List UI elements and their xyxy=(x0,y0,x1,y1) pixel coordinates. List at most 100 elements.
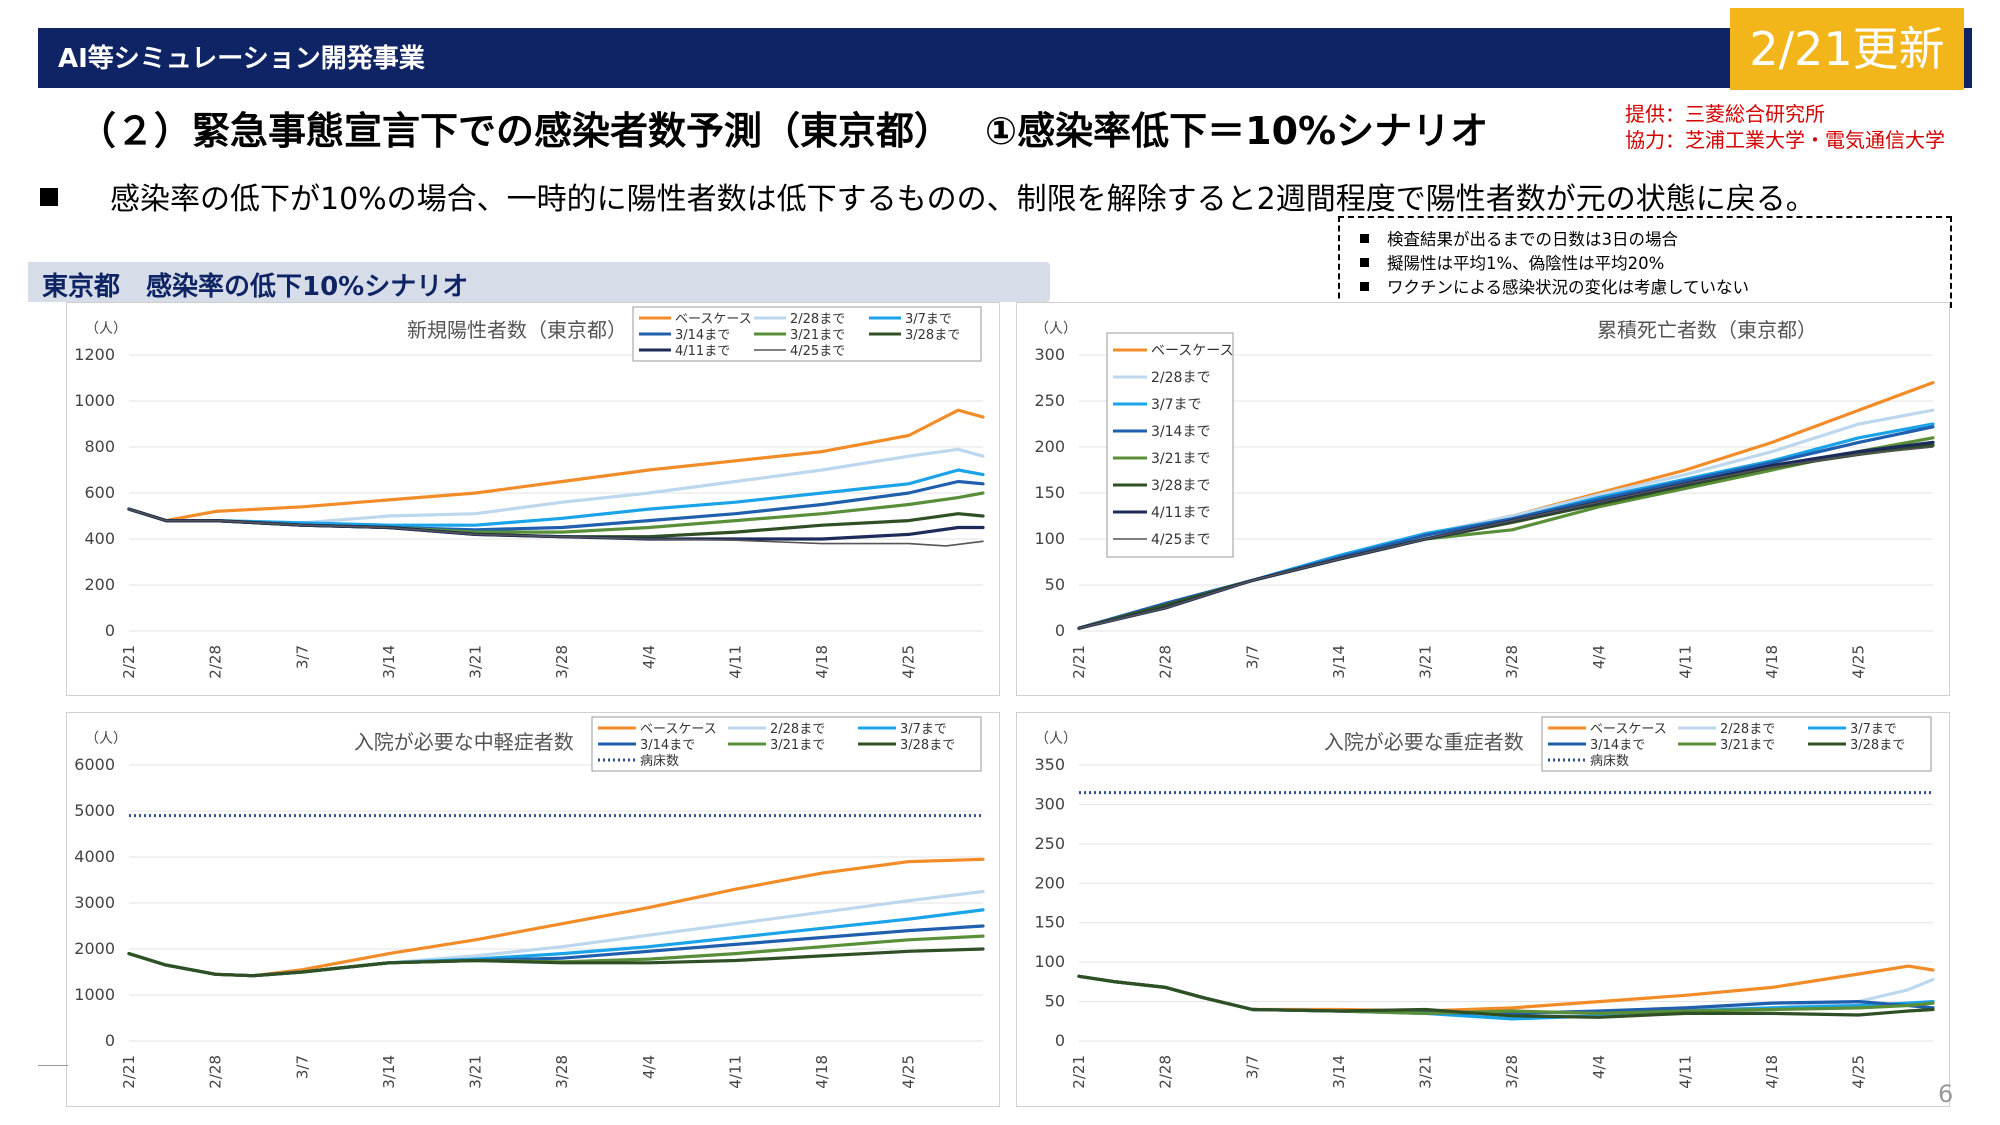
x-tick-label: 2/21 xyxy=(1070,1055,1088,1089)
y-tick-label: 800 xyxy=(84,437,115,456)
page-subtitle: ①感染率低下＝10%シナリオ xyxy=(985,109,1489,153)
x-tick-label: 2/28 xyxy=(207,645,225,679)
legend-label-3-7まで: 3/7まで xyxy=(1151,397,1202,413)
x-tick-label: 2/21 xyxy=(120,645,138,679)
x-tick-label: 4/11 xyxy=(726,1055,744,1089)
y-tick-label: 150 xyxy=(1034,913,1065,932)
x-tick-label: 4/11 xyxy=(1676,1055,1694,1089)
series-line-4-25まで xyxy=(128,508,984,547)
bullet-square-icon xyxy=(1360,258,1369,267)
x-tick-label: 3/14 xyxy=(380,1055,398,1089)
x-tick-label: 3/28 xyxy=(553,1055,571,1089)
x-tick-label: 4/4 xyxy=(1590,1055,1608,1079)
y-tick-label: 350 xyxy=(1034,755,1065,774)
y-tick-label: 50 xyxy=(1045,992,1065,1011)
chart-new-positives: 0 200 400 600 800 1000 1200 （人） 2/21 2/28 3/7 3/14 3… xyxy=(66,302,1000,696)
y-tick-label: 6000 xyxy=(74,755,115,774)
x-tick-label: 4/18 xyxy=(1763,645,1781,679)
footer-rule xyxy=(38,1065,68,1066)
legend-label-ベースケース: ベースケース xyxy=(675,312,752,327)
x-tick-label: 4/25 xyxy=(900,645,918,679)
legend-label-4-25まで: 4/25まで xyxy=(1151,532,1210,548)
x-tick-label: 3/21 xyxy=(467,1055,485,1089)
x-tick-label: 3/14 xyxy=(380,645,398,679)
legend-label-3-7まで: 3/7まで xyxy=(900,722,947,737)
y-tick-label: 300 xyxy=(1034,794,1065,813)
note-item: ワクチンによる感染状況の変化は考慮していない xyxy=(1360,274,1749,298)
x-tick-label: 3/28 xyxy=(1503,1055,1521,1089)
x-tick-label: 2/21 xyxy=(1070,645,1088,679)
legend-label-病床数: 病床数 xyxy=(640,754,679,769)
summary-bullet: 感染率の低下が10%の場合、一時的に陽性者数は低下するものの、制限を解除すると2… xyxy=(40,174,1816,218)
series-line-3-14まで xyxy=(127,924,985,978)
y-tick-label: 0 xyxy=(105,1031,115,1050)
x-tick-label: 2/21 xyxy=(120,1055,138,1089)
x-tick-label: 4/11 xyxy=(1676,645,1694,679)
x-tick-label: 4/25 xyxy=(900,1055,918,1089)
legend-label-2-28まで: 2/28まで xyxy=(1151,370,1210,386)
y-unit-label: （人） xyxy=(85,321,127,337)
y-tick-label: 1200 xyxy=(74,345,115,364)
legend-label-病床数: 病床数 xyxy=(1590,754,1629,769)
y-tick-label: 4000 xyxy=(74,847,115,866)
legend-label-4-11まで: 4/11まで xyxy=(675,344,730,359)
bullet-square-icon xyxy=(1360,234,1369,243)
legend-label-4-11まで: 4/11まで xyxy=(1151,505,1210,521)
chart-title: 累積死亡者数（東京都） xyxy=(1597,318,1817,342)
y-tick-label: 600 xyxy=(84,483,115,502)
x-tick-label: 4/11 xyxy=(726,645,744,679)
legend-box xyxy=(1106,332,1234,558)
y-tick-label: 200 xyxy=(1034,437,1065,456)
section-label-text: 東京都 感染率の低下10%シナリオ xyxy=(42,272,469,302)
y-unit-label: （人） xyxy=(1035,321,1077,337)
legend-label-3-21まで: 3/21まで xyxy=(1720,738,1775,753)
x-tick-label: 2/28 xyxy=(207,1055,225,1089)
y-tick-label: 250 xyxy=(1034,834,1065,853)
header-banner xyxy=(38,28,1972,88)
series-line-4-25まで xyxy=(1078,446,1934,630)
legend-label-3-28まで: 3/28まで xyxy=(1850,738,1905,753)
y-tick-label: 0 xyxy=(1055,621,1065,640)
banner-title: AI等シミュレーション開発事業 xyxy=(58,44,425,74)
x-tick-label: 3/28 xyxy=(1503,645,1521,679)
y-tick-label: 100 xyxy=(1034,952,1065,971)
legend-label-3-14まで: 3/14まで xyxy=(640,738,695,753)
x-tick-label: 4/18 xyxy=(813,1055,831,1089)
y-tick-label: 0 xyxy=(105,621,115,640)
legend-label-3-7まで: 3/7まで xyxy=(1850,722,1897,737)
legend-label-ベースケース: ベースケース xyxy=(1151,343,1234,359)
chart-severe-inpatients: 0 50 100 150 200 250 300 350 （人） 2/21 2/28 3/7 3/14 3… xyxy=(1016,712,1950,1107)
legend-label-2-28まで: 2/28まで xyxy=(1720,722,1775,737)
y-tick-label: 100 xyxy=(1034,529,1065,548)
legend-label-ベースケース: ベースケース xyxy=(640,722,717,737)
y-tick-label: 250 xyxy=(1034,391,1065,410)
chart-title: 新規陽性者数（東京都） xyxy=(407,318,627,342)
chart-moderate-inpatients: 0 1000 2000 3000 4000 5000 6000 （人） 2/21 2/28 3/7 3… xyxy=(66,712,1000,1107)
legend-label-3-21まで: 3/21まで xyxy=(790,328,845,343)
x-tick-label: 4/4 xyxy=(640,1055,658,1079)
legend-label-3-7まで: 3/7まで xyxy=(905,312,952,327)
x-tick-label: 3/7 xyxy=(1243,1055,1261,1079)
legend-label-2-28まで: 2/28まで xyxy=(790,312,845,327)
x-tick-label: 3/21 xyxy=(1417,1055,1435,1089)
legend-label-3-14まで: 3/14まで xyxy=(1590,738,1645,753)
x-tick-label: 2/28 xyxy=(1157,1055,1175,1089)
x-tick-label: 3/7 xyxy=(293,1055,311,1079)
y-tick-label: 200 xyxy=(84,575,115,594)
x-tick-label: 3/14 xyxy=(1330,1055,1348,1089)
credit-cooperation: 協力：芝浦工業大学・電気通信大学 xyxy=(1625,128,1945,152)
legend-label-2-28まで: 2/28まで xyxy=(770,722,825,737)
x-tick-label: 3/7 xyxy=(1243,645,1261,669)
series-line-2-28まで xyxy=(127,447,985,525)
y-tick-label: 0 xyxy=(1055,1031,1065,1050)
legend-box xyxy=(632,306,982,362)
legend-label-3-28まで: 3/28まで xyxy=(905,328,960,343)
chart-cumulative-deaths: 0 50 100 150 200 250 300 （人） 2/21 2/28 3/7 3/14 3/21… xyxy=(1016,302,1950,696)
page-title: （２）緊急事態宣言下での感染者数予測（東京都） xyxy=(78,109,953,153)
y-unit-label: （人） xyxy=(1035,731,1077,747)
y-tick-label: 1000 xyxy=(74,985,115,1004)
x-tick-label: 4/4 xyxy=(640,645,658,669)
legend-label-ベースケース: ベースケース xyxy=(1590,722,1667,737)
update-badge: 2/21更新 xyxy=(1730,8,1964,90)
legend-label-3-28まで: 3/28まで xyxy=(900,738,955,753)
